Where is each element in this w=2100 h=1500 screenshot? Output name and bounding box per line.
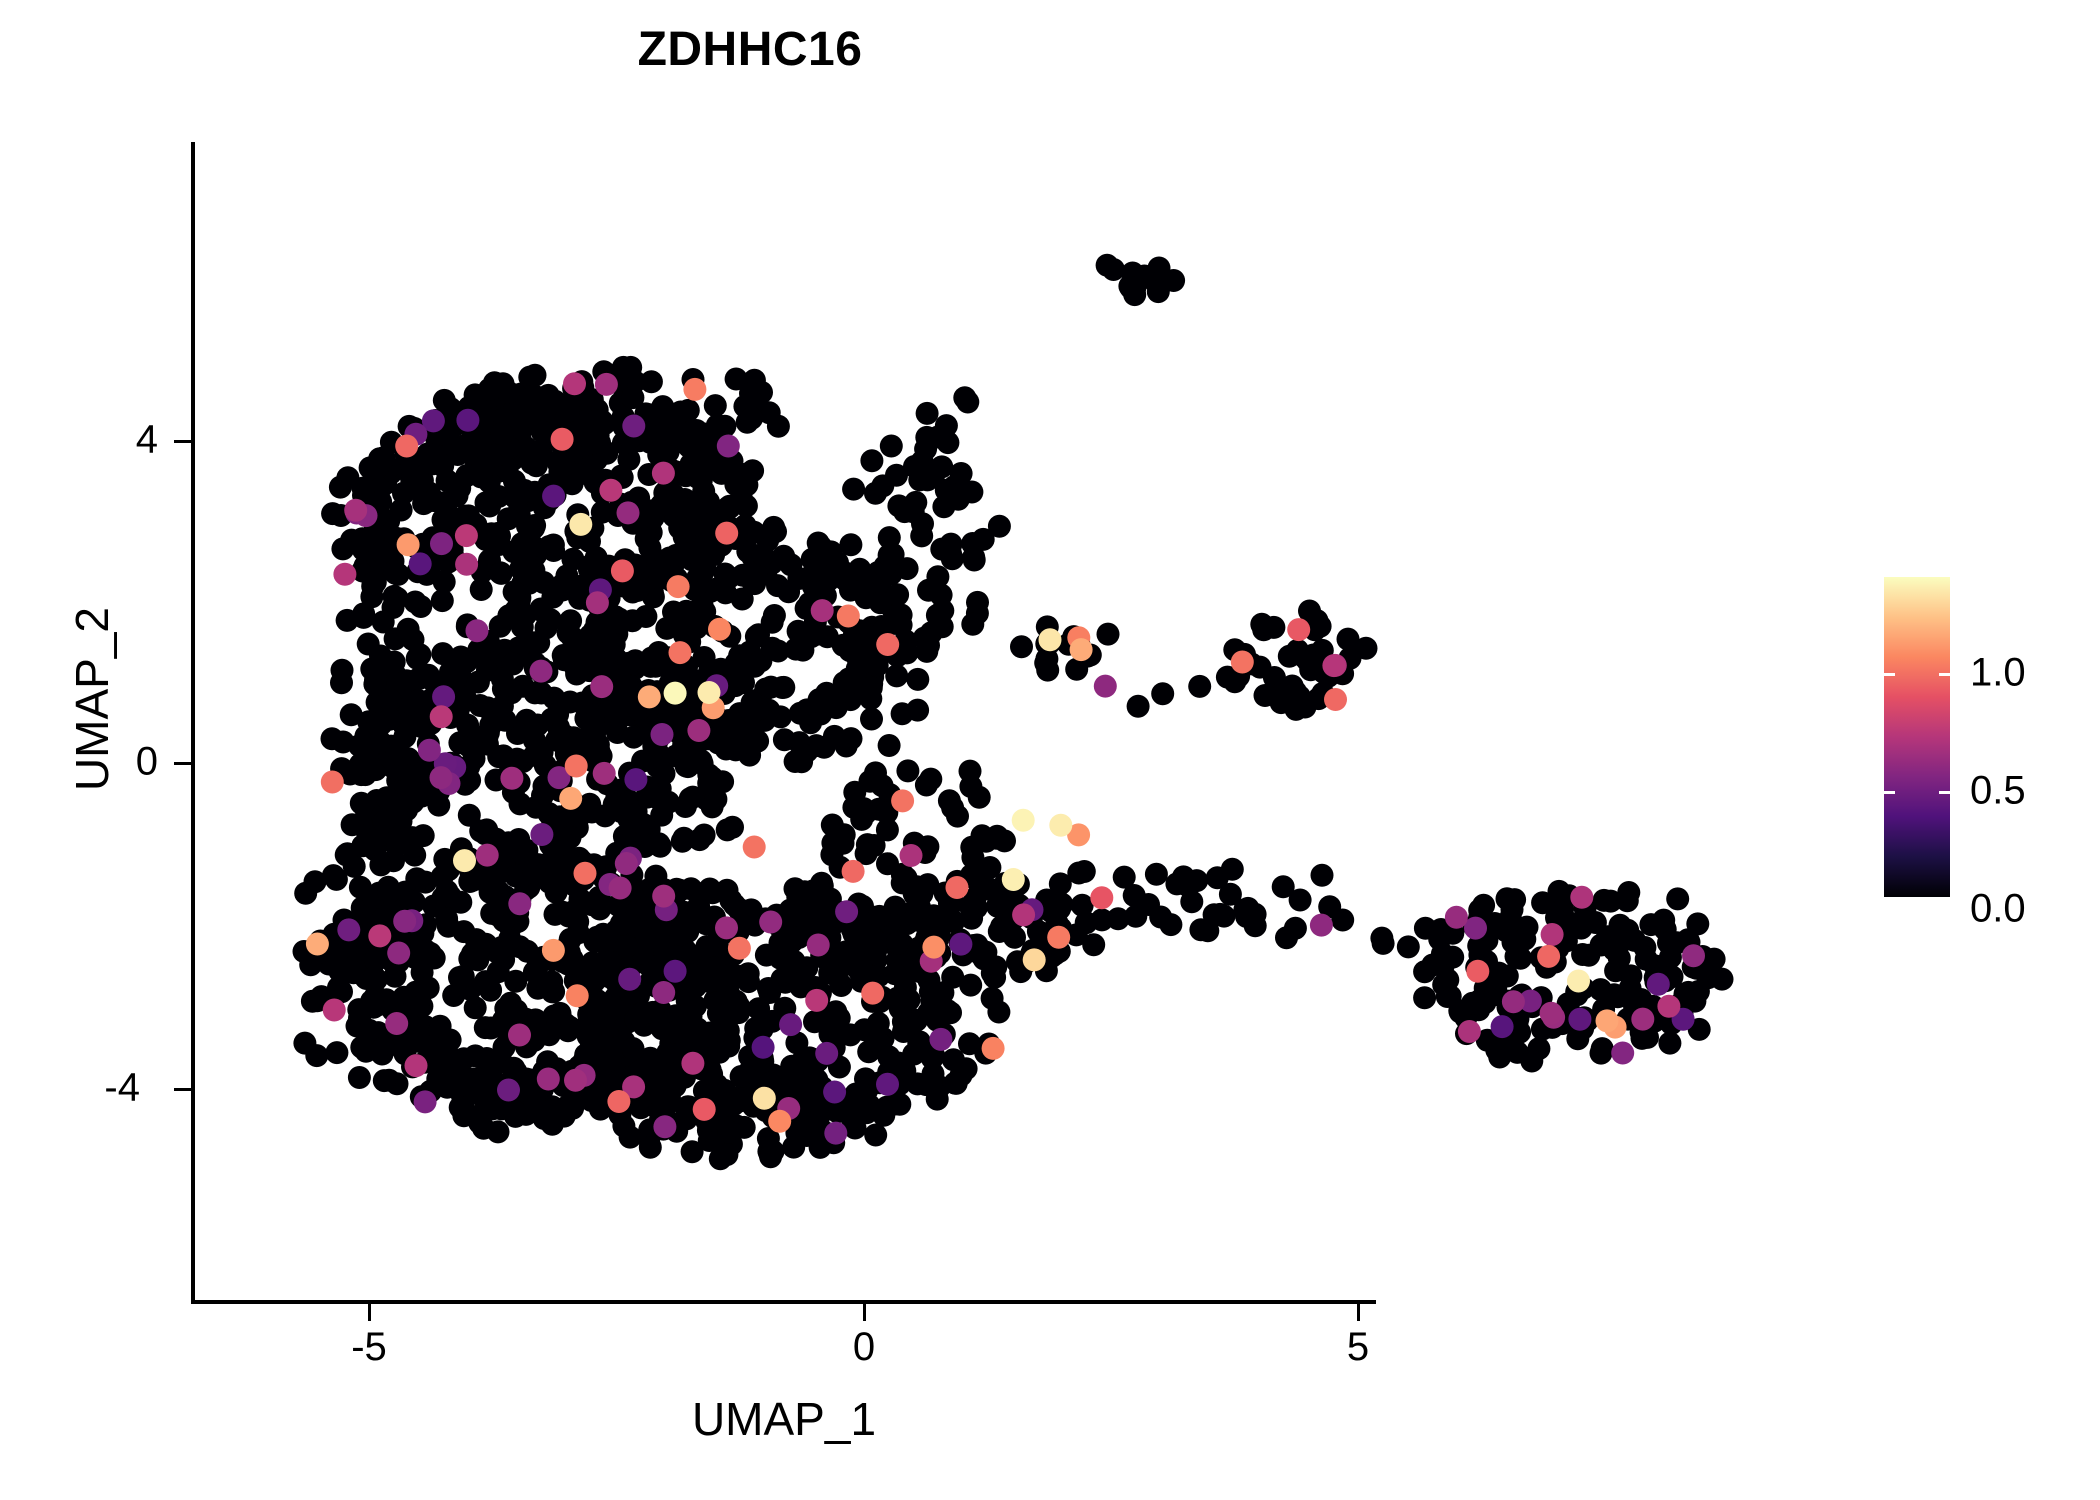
color-legend: 1.0 0.5 0.0 (1884, 577, 2026, 931)
y-axis-label: UMAP_2 (66, 606, 118, 792)
colorbar-tick (1884, 909, 1895, 912)
x-tick-label: -5 (351, 1325, 387, 1369)
colorbar-label: 0.5 (1970, 768, 2026, 813)
y-tick-mark (174, 762, 191, 765)
y-tick-label: 0 (135, 739, 158, 784)
y-axis-line (191, 142, 195, 1304)
colorbar-tick (1884, 673, 1895, 676)
y-tick-label: -4 (104, 1065, 140, 1110)
x-tick-label: 5 (1346, 1325, 1370, 1369)
colorbar-tick (1939, 909, 1950, 912)
page-title: ZDHHC16 (637, 23, 863, 76)
colorbar-tick (1884, 791, 1895, 794)
x-tick-mark (368, 1304, 371, 1321)
x-tick-mark (1357, 1304, 1360, 1321)
x-axis-label: UMAP_1 (691, 1393, 877, 1445)
x-axis-line (191, 1300, 1376, 1304)
x-tick-label: 0 (852, 1325, 876, 1369)
colorbar-tick (1939, 673, 1950, 676)
x-tick-mark (863, 1304, 866, 1321)
y-tick-mark (174, 440, 191, 443)
colorbar-tick (1939, 791, 1950, 794)
y-tick-label: 4 (135, 417, 158, 462)
colorbar-label: 0.0 (1970, 886, 2026, 931)
y-tick-mark (174, 1088, 191, 1091)
colorbar-label: 1.0 (1970, 650, 2026, 695)
colorbar-gradient (1884, 577, 1950, 897)
